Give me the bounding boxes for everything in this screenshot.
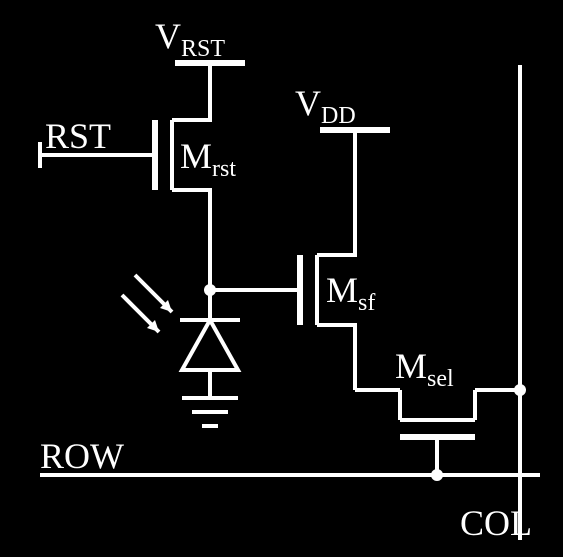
msf-label: Msf [326, 270, 375, 316]
mrst-label: Mrst [180, 136, 236, 182]
rst-label: RST [45, 116, 111, 156]
col-msel-node [514, 384, 526, 396]
msel-label: Msel [395, 346, 454, 392]
vdd-label: VDD [295, 83, 356, 129]
col-label: COL [460, 503, 532, 543]
row-label: ROW [40, 436, 124, 476]
row-msel-node [431, 469, 443, 481]
aps-pixel-schematic: VRST VDD RST Mrst Msf Msel [0, 0, 563, 557]
ground-symbol [182, 398, 238, 426]
light-arrows [122, 275, 172, 332]
transistor-msel [355, 390, 520, 475]
vrst-label: VRST [155, 16, 225, 62]
photodiode [122, 275, 240, 398]
